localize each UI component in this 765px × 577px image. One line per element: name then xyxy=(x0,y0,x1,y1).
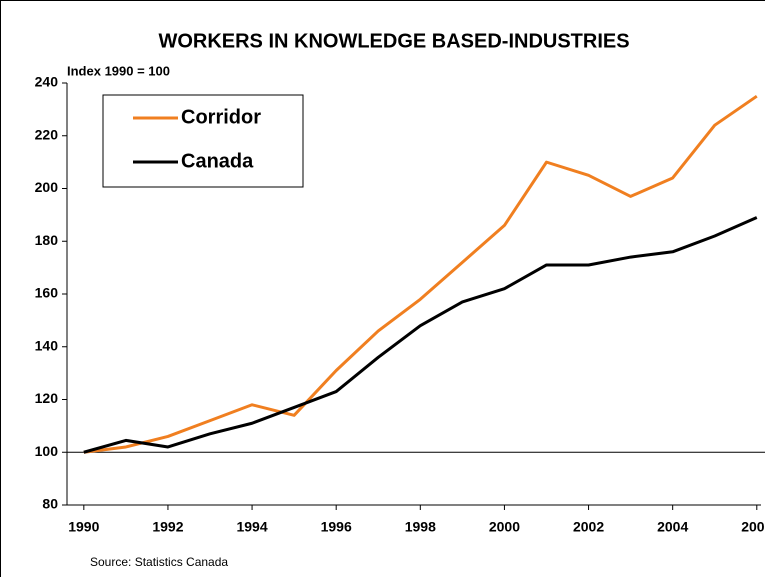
y-tick-label: 200 xyxy=(35,179,59,195)
y-tick-label: 160 xyxy=(35,285,59,301)
x-tick-label: 1990 xyxy=(68,519,99,535)
legend-label: Canada xyxy=(181,150,254,172)
legend-label: Corridor xyxy=(181,106,261,128)
y-tick-label: 220 xyxy=(35,126,59,142)
x-tick-label: 2002 xyxy=(573,519,604,535)
source-note: Source: Statistics Canada xyxy=(90,555,228,569)
y-tick-label: 240 xyxy=(35,74,59,90)
y-tick-label: 80 xyxy=(42,496,58,512)
y-tick-label: 140 xyxy=(35,337,59,353)
subtitle: Index 1990 = 100 xyxy=(67,63,170,78)
legend-box xyxy=(102,94,304,188)
y-tick-label: 120 xyxy=(35,390,59,406)
x-tick-label: 1992 xyxy=(152,519,183,535)
series-line xyxy=(83,216,758,454)
chart-title: WORKERS IN KNOWLEDGE BASED-INDUSTRIES xyxy=(158,30,629,52)
y-tick-label: 100 xyxy=(35,443,59,459)
x-tick-label: 1998 xyxy=(405,519,436,535)
x-tick-label: 1994 xyxy=(236,519,267,535)
y-tick-label: 180 xyxy=(35,232,59,248)
x-tick-label: 2004 xyxy=(657,519,688,535)
x-tick-label: 1996 xyxy=(321,519,352,535)
x-tick-label: 2006 xyxy=(741,519,765,535)
x-tick-label: 2000 xyxy=(489,519,520,535)
series-line xyxy=(83,94,758,454)
